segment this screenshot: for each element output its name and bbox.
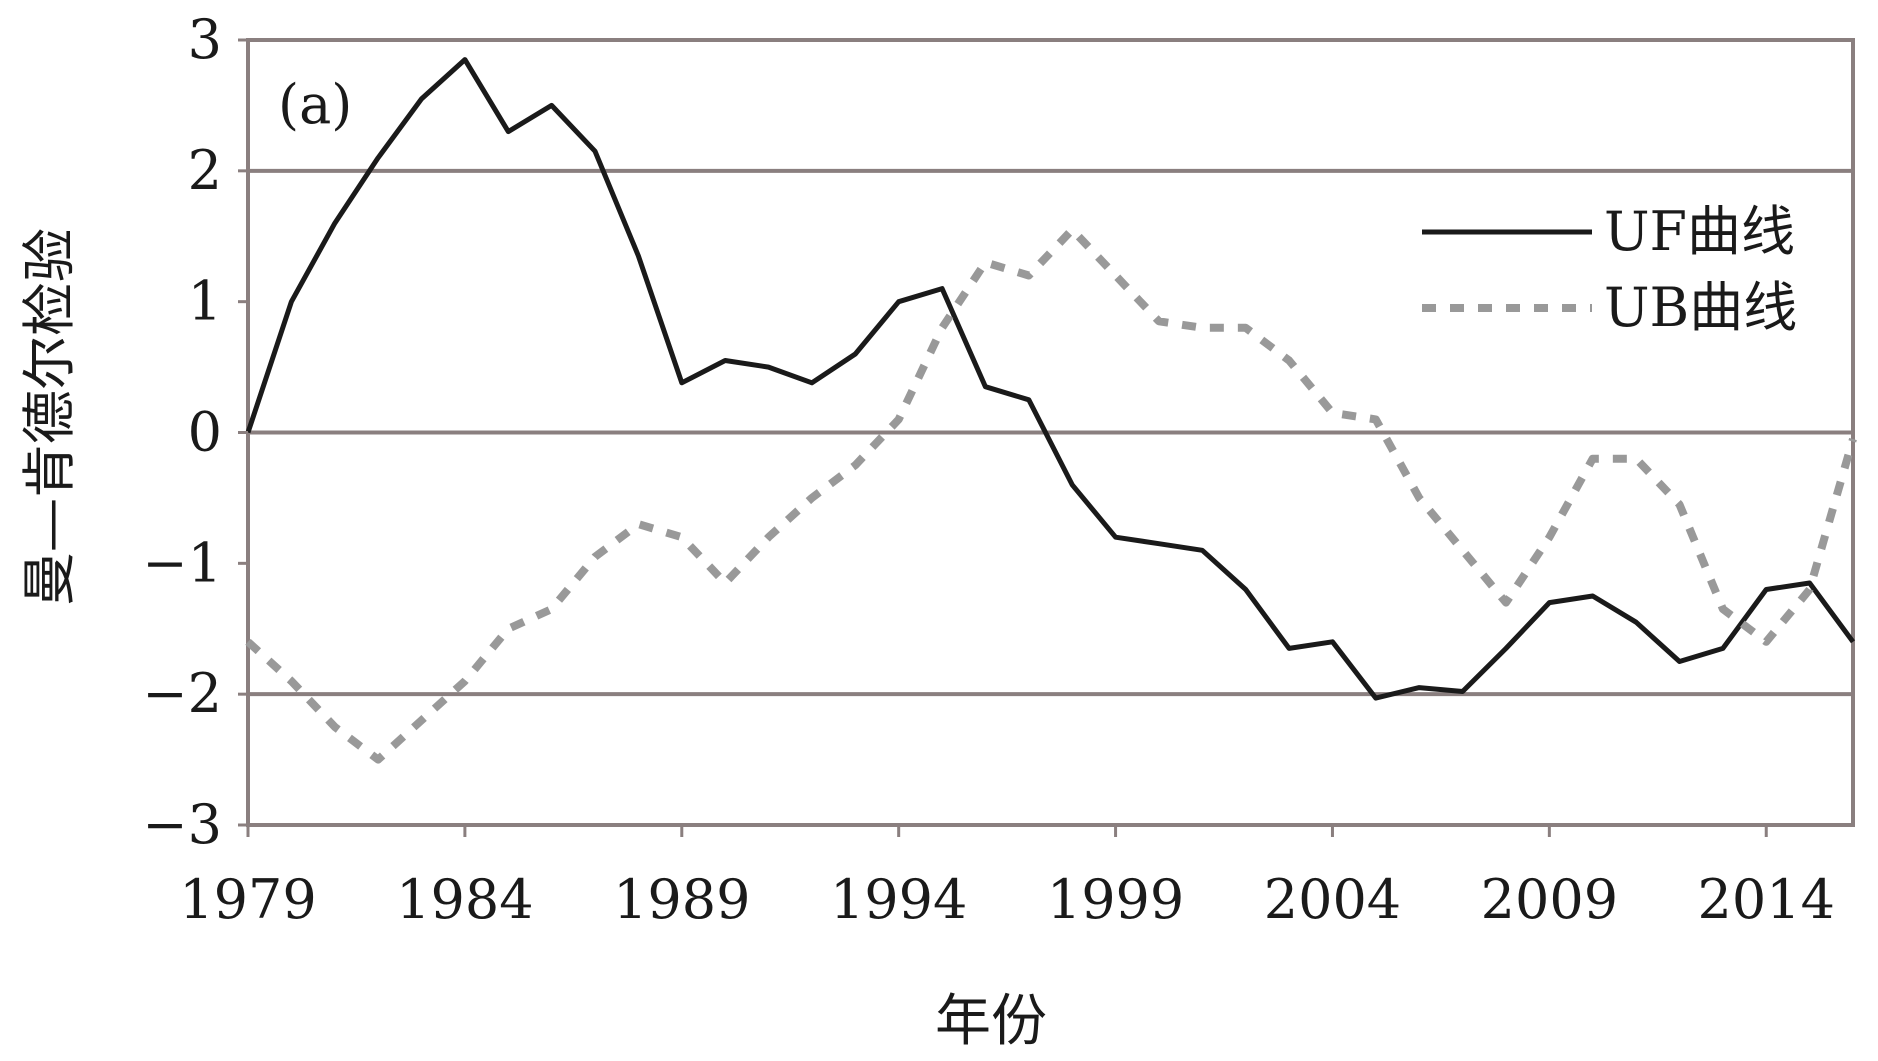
- x-tick-labels: 1979 1984 1989 1994 1999 2004 2009 2014: [179, 825, 1835, 931]
- x-tick-label: 2004: [1264, 868, 1401, 931]
- x-tick-label: 1979: [179, 868, 316, 931]
- ub-series-line: [245, 225, 1857, 764]
- y-tick-label: 2: [188, 139, 222, 202]
- x-tick-label: 1984: [396, 868, 533, 931]
- legend: UF曲线 UB曲线: [1422, 200, 1797, 339]
- x-tick-label: 1989: [613, 868, 750, 931]
- series-lines: [245, 57, 1857, 764]
- gridlines: [248, 168, 1853, 697]
- panel-label: (a): [278, 73, 352, 136]
- x-tick-label: 2014: [1698, 868, 1835, 931]
- y-tick-label: −2: [142, 662, 222, 725]
- x-tick-label: 2009: [1481, 868, 1618, 931]
- y-tick-label: 1: [188, 270, 222, 333]
- legend-uf-label: UF曲线: [1604, 200, 1795, 263]
- y-tick-label: 3: [188, 8, 222, 71]
- x-axis-title: 年份: [935, 989, 1047, 1054]
- y-tick-label: −3: [142, 793, 222, 856]
- y-axis-title: 曼—肯德尔检验: [18, 228, 81, 606]
- x-tick-label: 1999: [1047, 868, 1184, 931]
- y-tick-label: 0: [188, 401, 222, 464]
- y-tick-labels: 3 2 1 0 −1 −2 −3: [142, 8, 248, 856]
- x-tick-label: 1994: [830, 868, 967, 931]
- y-tick-label: −1: [142, 531, 222, 594]
- legend-ub-label: UB曲线: [1604, 276, 1797, 339]
- uf-series-line: [245, 57, 1856, 701]
